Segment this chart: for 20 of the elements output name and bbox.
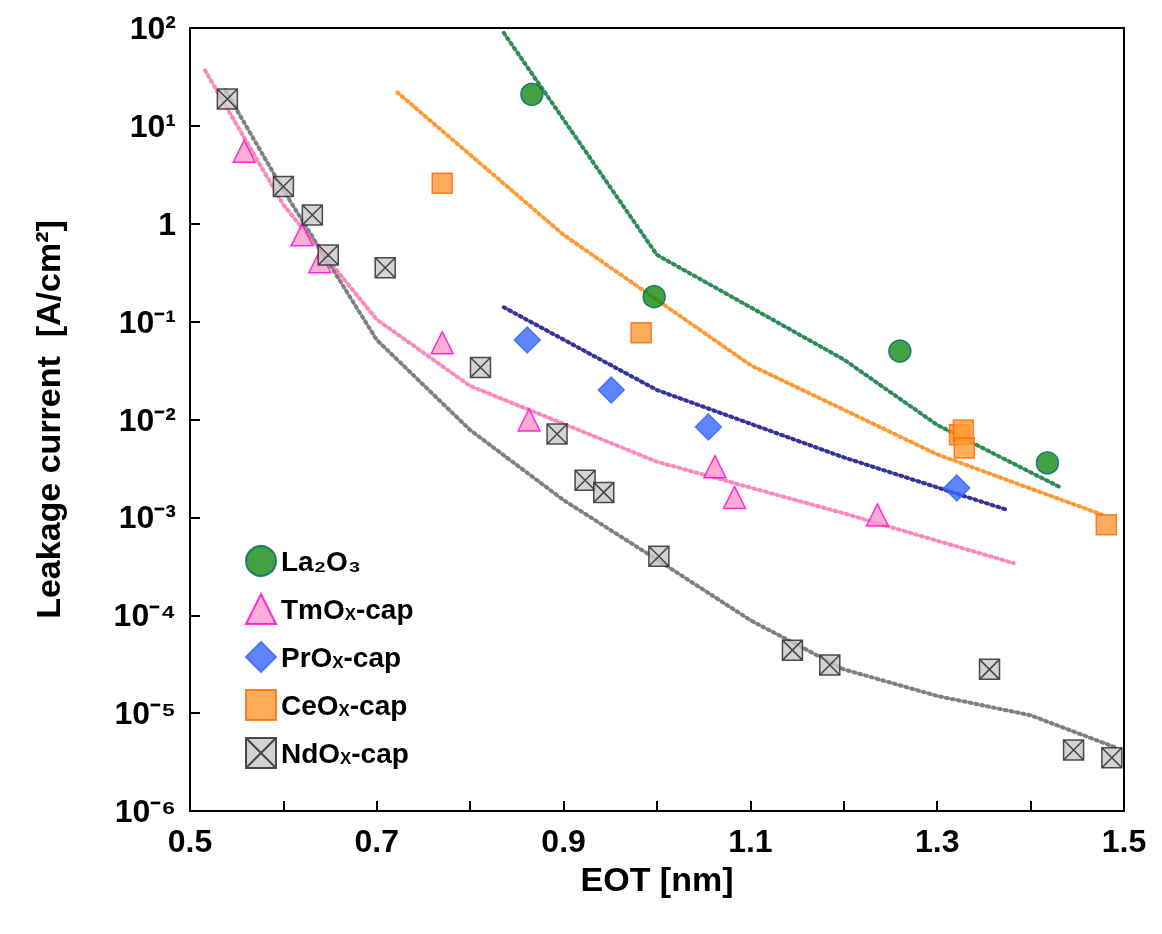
x-axis-title: EOT [nm] — [580, 859, 734, 898]
x-tick-label: 0.9 — [541, 823, 586, 859]
y-tick-label: 10⁻⁵ — [114, 695, 176, 732]
x-tick-label: 0.7 — [354, 823, 400, 859]
y-tick-label: 10¹ — [129, 107, 176, 144]
legend-label: La₂O₃ — [281, 545, 361, 577]
x-tick-label: 1.1 — [728, 823, 773, 859]
y-tick-label: 10² — [129, 10, 176, 46]
y-tick-label: 1 — [158, 205, 176, 242]
legend-label: NdOX-cap — [281, 737, 409, 769]
y-tick-label: 10⁻³ — [118, 499, 176, 536]
y-tick-label: 10⁻¹ — [118, 303, 176, 340]
x-tick-label: 1.5 — [1101, 823, 1147, 859]
legend-label: CeOX-cap — [281, 689, 408, 721]
legend-label: TmOX-cap — [281, 593, 414, 625]
y-tick-label: 10⁻² — [118, 401, 176, 438]
y-tick-label: 10⁻⁴ — [113, 597, 176, 634]
legend-label: PrOX-cap — [281, 641, 402, 673]
x-tick-label: 1.3 — [914, 823, 960, 859]
y-axis-title: Leakage current [A/cm²] — [29, 220, 67, 619]
